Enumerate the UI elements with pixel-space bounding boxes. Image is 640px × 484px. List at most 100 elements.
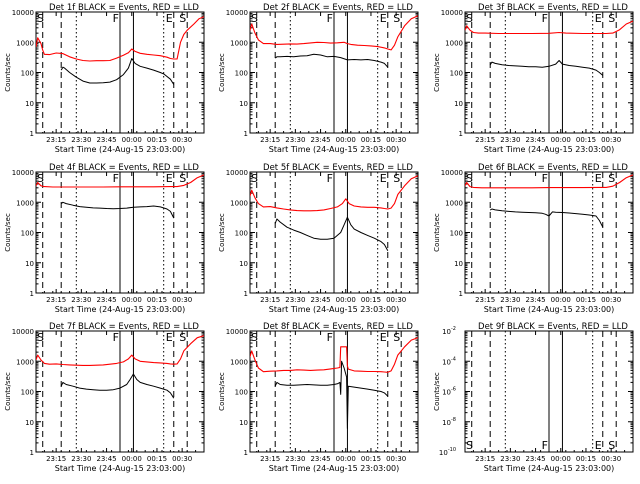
x-tick-label: 00:30 (172, 455, 192, 463)
event-marker-label: S (179, 172, 186, 185)
x-tick-label: 23:15 (46, 296, 66, 304)
y-tick-label: 100 (450, 70, 463, 78)
y-tick-label: 1000 (445, 199, 463, 207)
events-series-line (274, 53, 389, 68)
chart-panel-5: Det 5f BLACK = Events, RED = LLD Counts/s… (218, 163, 419, 314)
event-marker-label: F (327, 331, 333, 344)
chart-panel-9: Det 9f BLACK = Events, RED = LLD Counts/s… (433, 322, 634, 473)
events-series-line (60, 201, 175, 219)
series-group (250, 337, 418, 429)
y-tick-label: 10000 (12, 9, 34, 17)
x-tick-label: 23:15 (46, 455, 66, 463)
x-tick-label: 23:30 (285, 296, 305, 304)
y-tick-label: 10-10 (439, 447, 456, 457)
y-tick-label: 1000 (16, 358, 34, 366)
y-tick-label: 10-8 (442, 417, 456, 427)
event-marker-label: F (327, 12, 333, 25)
y-axis-label: Counts/sec (433, 372, 441, 411)
x-tick-label: 23:45 (96, 296, 116, 304)
x-tick-label: 00:00 (122, 455, 142, 463)
y-axis-label: Counts/sec (218, 53, 226, 92)
series-group (36, 16, 204, 85)
x-tick-label: 23:30 (500, 455, 520, 463)
x-axis-label: Start Time (24-Aug-15 23:03:00) (484, 145, 615, 154)
y-tick-label: 1 (30, 130, 34, 138)
x-tick-label: 23:15 (260, 136, 280, 144)
chart-title: Det 1f BLACK = Events, RED = LLD (49, 3, 199, 13)
x-axis-label: Start Time (24-Aug-15 23:03:00) (55, 145, 186, 154)
y-tick-label: 100 (21, 389, 34, 397)
y-tick-label: 10000 (226, 169, 248, 177)
x-tick-label: 00:00 (336, 296, 356, 304)
event-marker-label: E (166, 331, 173, 344)
y-tick-label: 1000 (230, 358, 248, 366)
x-tick-label: 00:15 (576, 296, 596, 304)
lld-series-line (36, 174, 204, 188)
chart-panel-7: Det 7f BLACK = Events, RED = LLD Counts/s… (4, 322, 205, 473)
event-marker-label: E (166, 12, 173, 25)
y-tick-label: 10-6 (442, 387, 456, 397)
series-group (465, 174, 633, 228)
x-tick-label: 00:30 (601, 455, 621, 463)
x-axis-label: Start Time (24-Aug-15 23:03:00) (55, 305, 186, 314)
events-series-line (489, 60, 604, 76)
event-marker-label: S (179, 331, 186, 344)
events-series-line (274, 216, 389, 251)
event-marker-label: F (113, 172, 119, 185)
corner-marker-label: S (466, 12, 473, 25)
chart-panel-1: Det 1f BLACK = Events, RED = LLD Counts/s… (4, 3, 205, 154)
lld-series-line (250, 175, 418, 212)
y-axis-label: Counts/sec (218, 213, 226, 252)
y-tick-exponent: -8 (451, 417, 456, 423)
event-marker-label: E (380, 12, 387, 25)
x-tick-label: 23:45 (525, 296, 545, 304)
x-axis-label: Start Time (24-Aug-15 23:03:00) (269, 464, 400, 473)
chart-title: Det 9f BLACK = Events, RED = LLD (478, 322, 628, 332)
x-tick-label: 23:45 (310, 455, 330, 463)
y-tick-exponent: -10 (448, 447, 456, 453)
event-marker-label: F (542, 12, 548, 25)
y-tick-label: 1 (30, 290, 34, 298)
chart-panel-2: Det 2f BLACK = Events, RED = LLD Counts/s… (218, 3, 419, 154)
event-marker-label: E (380, 172, 387, 185)
y-tick-label: 1 (459, 290, 463, 298)
event-marker-label: S (608, 12, 615, 25)
x-tick-label: 23:15 (46, 136, 66, 144)
x-tick-label: 00:15 (147, 136, 167, 144)
x-tick-label: 23:30 (71, 136, 91, 144)
event-marker-label: E (595, 439, 602, 452)
x-tick-label: 23:15 (475, 136, 495, 144)
x-tick-label: 00:00 (551, 136, 571, 144)
series-group (36, 335, 204, 399)
x-tick-label: 00:30 (172, 136, 192, 144)
x-axis-label: Start Time (24-Aug-15 23:03:00) (484, 464, 615, 473)
series-group (465, 20, 633, 76)
event-marker-label: S (393, 12, 400, 25)
x-tick-label: 23:45 (310, 296, 330, 304)
event-marker-label: E (595, 172, 602, 185)
y-tick-exponent: -2 (451, 326, 456, 332)
x-tick-label: 23:30 (285, 136, 305, 144)
y-tick-label: 10000 (226, 9, 248, 17)
x-axis-label: Start Time (24-Aug-15 23:03:00) (55, 464, 186, 473)
x-tick-label: 00:15 (361, 296, 381, 304)
corner-marker-label: S (37, 12, 44, 25)
y-tick-label: 10000 (441, 9, 463, 17)
corner-marker-label: S (466, 172, 473, 185)
event-marker-label: S (608, 439, 615, 452)
x-tick-label: 00:30 (601, 296, 621, 304)
x-tick-label: 00:15 (576, 136, 596, 144)
x-tick-label: 23:15 (260, 296, 280, 304)
x-tick-label: 23:30 (500, 296, 520, 304)
x-tick-label: 23:15 (475, 455, 495, 463)
x-tick-label: 23:45 (96, 455, 116, 463)
event-marker-label: F (542, 439, 548, 452)
x-tick-label: 00:15 (361, 455, 381, 463)
chart-title: Det 6f BLACK = Events, RED = LLD (478, 163, 628, 173)
event-marker-label: S (179, 12, 186, 25)
y-tick-label: 10 (454, 260, 463, 268)
y-tick-label: 10 (454, 100, 463, 108)
x-tick-label: 00:00 (551, 455, 571, 463)
x-tick-label: 23:45 (310, 136, 330, 144)
